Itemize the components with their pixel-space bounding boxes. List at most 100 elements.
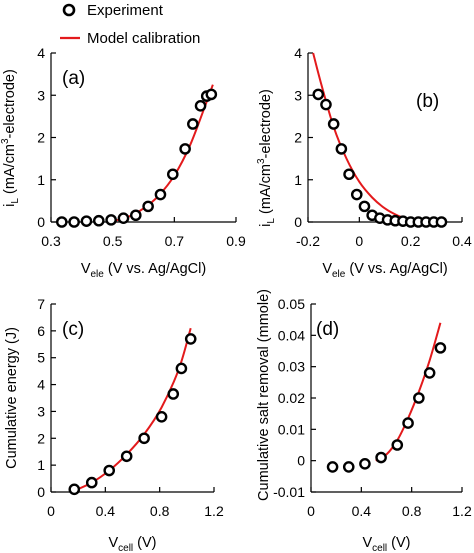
y-tick-label: 3 [37,403,45,419]
chart-panel-2: 0 1 2 3 4 5 6 7 0 0.4 0.8 1.2 (c) Vcell (V) Cumulative… [4,296,224,553]
experiment-point [435,216,448,228]
x-tick-label: 0.8 [402,503,422,519]
experiment-point [402,417,414,429]
y-tick-label: 0 [294,214,302,230]
experiment-point [105,214,117,226]
experiment-point [205,88,218,101]
y-axis-label: iL (mA/cm3-electrode) [0,69,21,207]
experiment-point [326,461,339,473]
model-calibration-line [73,327,192,492]
y-tick-label: 4 [37,377,45,393]
experiment-point [142,200,154,213]
chart-panel-1: 0 1 2 3 4 -0.2 0 0.2 0.4 (b) Vele (V vs. Ag/AgCl) i… [256,45,472,280]
experiment-point [80,215,93,227]
x-tick-label: 0.7 [165,233,185,249]
x-tick-label: -0.2 [296,233,320,249]
experiment-point [312,88,325,101]
y-tick-label: 3 [294,87,302,103]
chart-panel-0: 0 1 2 3 4 0.3 0.5 0.7 0.9 (a) Vele (V vs. Ag/AgCl)… [0,45,246,280]
experiment-point [138,432,150,445]
model-calibration-line [312,52,417,223]
y-tick-label: 0 [297,453,305,469]
experiment-point [167,388,180,400]
experiment-point [320,98,332,111]
y-tick-label: 2 [37,130,45,146]
experiment-point [103,464,116,477]
y-tick-label: 2 [37,430,45,446]
y-tick-label: 2 [294,130,302,146]
x-tick-label: 0.4 [452,233,472,249]
experiment-point [423,367,436,379]
legend-model-label: Model calibration [87,30,200,47]
x-axis-label: Vele (V vs. Ag/AgCl) [81,261,206,280]
y-tick-label: 4 [294,45,302,61]
experiment-point [359,457,371,470]
experiment-point [92,214,105,227]
y-tick-label: 0.04 [278,327,305,343]
experiment-point [342,461,355,473]
panel-label: (a) [62,68,85,89]
x-tick-label: 0.8 [150,503,170,519]
experiment-point [175,362,188,375]
experiment-point [391,439,404,451]
x-tick-label: 0.3 [41,233,61,249]
x-tick-label: 0 [355,233,363,249]
experiment-point [327,118,340,130]
y-tick-label: 5 [37,350,45,366]
panel-label: (d) [316,319,339,340]
experiment-point [194,100,207,112]
y-tick-label: 1 [37,172,45,188]
y-tick-label: 0 [37,214,45,230]
x-tick-label: 0 [47,503,55,519]
y-tick-label: 0.05 [278,296,305,312]
y-tick-label: 1 [294,172,302,188]
y-tick-label: -0.01 [273,484,305,500]
panels: 0 1 2 3 4 0.3 0.5 0.7 0.9 (a) Vele (V vs. Ag/AgCl)… [0,45,472,553]
x-tick-label: 1.2 [452,503,472,519]
experiment-point [117,212,130,224]
x-axis-label: Vcell (V) [108,535,156,553]
experiment-point [187,118,199,130]
y-axis-label: Cumulative energy (J) [4,327,20,469]
experiment-point [154,188,167,201]
experiment-point [413,392,425,404]
experiment-point [434,342,447,354]
x-tick-label: 0.5 [103,233,123,249]
experiment-point [350,188,363,201]
y-tick-label: 0.03 [278,359,305,375]
x-axis-label: Vele (V vs. Ag/AgCl) [322,261,447,280]
x-tick-label: 0.4 [96,503,116,519]
experiment-point [166,168,179,181]
x-tick-label: 0.2 [401,233,421,249]
legend-experiment-label: Experiment [87,2,164,19]
x-tick-label: 0 [307,503,315,519]
y-axis-label: iL (mA/cm3-electrode) [256,89,277,227]
experiment-point [184,333,197,345]
experiment-point [129,209,142,222]
y-tick-label: 3 [37,87,45,103]
panel-label: (b) [416,91,439,112]
y-tick-label: 6 [37,323,45,339]
panel-label: (c) [62,319,84,340]
legend: Experiment Model calibration [60,2,200,47]
experiment-point [375,451,387,464]
y-tick-label: 7 [37,296,45,312]
x-tick-label: 0.9 [226,233,246,249]
experiment-point [179,143,191,155]
y-tick-label: 0.02 [278,390,305,406]
y-tick-label: 1 [37,457,45,473]
legend-experiment-marker [62,3,76,17]
y-tick-label: 0 [37,484,45,500]
y-tick-label: 4 [37,45,45,61]
x-axis-label: Vcell (V) [362,535,410,553]
y-tick-label: 0.01 [278,421,305,437]
experiment-point [68,216,80,228]
model-calibration-line [375,322,442,462]
x-tick-label: 0.4 [352,503,372,519]
y-axis-label: Cumulative salt removal (mmole) [256,289,272,501]
experiment-point [85,476,98,489]
experiment-point [120,450,133,463]
experiment-point [335,143,348,155]
